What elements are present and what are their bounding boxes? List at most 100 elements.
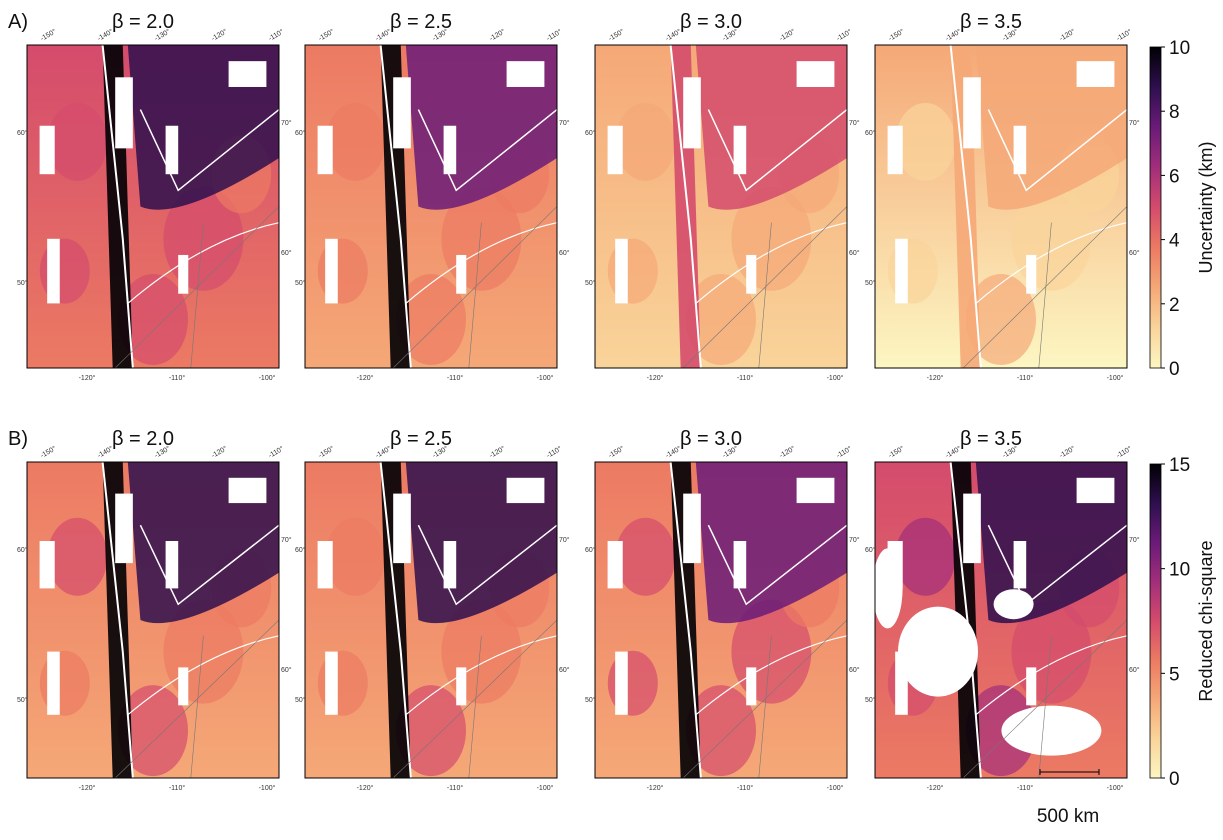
map-shade <box>325 518 385 596</box>
graticule-label: 50° <box>17 279 28 287</box>
mask-patch <box>797 61 835 87</box>
map-shade <box>895 103 955 181</box>
graticule-label: 60° <box>865 129 876 137</box>
graticule-label: 50° <box>865 696 876 704</box>
graticule-label: -110° <box>545 445 563 460</box>
map-panel <box>595 45 847 368</box>
mask-patch <box>888 126 903 174</box>
graticule-label: 70° <box>281 119 292 127</box>
graticule-label: -120° <box>927 784 944 792</box>
graticule-label: 60° <box>849 249 860 257</box>
graticule-label: 50° <box>295 696 306 704</box>
mask-patch <box>683 77 701 148</box>
graticule-label: -110° <box>835 445 853 460</box>
colorbar-tick-label: 6 <box>1169 166 1180 187</box>
mask-patch <box>615 239 628 304</box>
mask-patch <box>1001 706 1101 756</box>
graticule-label: 70° <box>281 536 292 544</box>
graticule-label: 60° <box>281 249 292 257</box>
mask-patch <box>873 548 903 628</box>
graticule-label: -120° <box>927 374 944 382</box>
graticule-label: -100° <box>537 784 554 792</box>
graticule-label: -110° <box>169 374 185 382</box>
graticule-label: 50° <box>865 279 876 287</box>
mask-patch <box>615 652 628 715</box>
graticule-label: 60° <box>849 666 860 674</box>
mask-patch <box>229 61 267 87</box>
graticule-label: -100° <box>1107 374 1124 382</box>
colorbar <box>1150 47 1161 368</box>
mask-patch <box>608 126 623 174</box>
graticule-label: -150° <box>607 27 626 42</box>
mask-patch <box>895 239 908 304</box>
graticule-label: -110° <box>447 784 463 792</box>
graticule-label: -150° <box>887 444 906 459</box>
mask-patch <box>47 652 60 715</box>
map-shade <box>47 103 107 181</box>
graticule-label: -120° <box>79 374 96 382</box>
colorbar-tick-label: 2 <box>1169 295 1180 316</box>
mask-patch <box>40 126 55 174</box>
graticule-label: -120° <box>210 27 229 42</box>
mask-patch <box>325 239 338 304</box>
graticule-label: 60° <box>295 546 306 554</box>
graticule-label: -120° <box>778 444 797 459</box>
graticule-label: -110° <box>447 374 463 382</box>
row-label: B) <box>8 428 28 450</box>
mask-patch <box>115 77 133 148</box>
graticule-label: -120° <box>357 784 374 792</box>
graticule-label: -110° <box>1115 28 1133 43</box>
graticule-label: 60° <box>559 666 570 674</box>
colorbar-tick-label: 0 <box>1169 359 1180 380</box>
map-panel <box>27 45 279 368</box>
mask-patch <box>683 494 701 564</box>
graticule-label: 70° <box>1129 119 1140 127</box>
mask-patch <box>608 541 623 588</box>
graticule-label: 60° <box>281 666 292 674</box>
graticule-label: -150° <box>39 27 58 42</box>
map-panel <box>873 462 1127 778</box>
graticule-label: 50° <box>295 279 306 287</box>
colorbar-tick-label: 5 <box>1169 664 1180 685</box>
graticule-label: 60° <box>865 546 876 554</box>
graticule-label: 70° <box>849 119 860 127</box>
graticule-label: 60° <box>1129 249 1140 257</box>
mask-patch <box>963 494 981 564</box>
map-shade <box>325 103 385 181</box>
mask-patch <box>40 541 55 588</box>
mask-patch <box>797 478 835 503</box>
graticule-label: -100° <box>1107 784 1124 792</box>
graticule-label: 60° <box>559 249 570 257</box>
mask-patch <box>1077 61 1115 87</box>
graticule-label: -120° <box>1058 444 1077 459</box>
graticule-label: -120° <box>778 27 797 42</box>
mask-patch <box>229 478 267 503</box>
map-panel <box>305 462 557 778</box>
colorbar-tick-label: 10 <box>1169 38 1190 59</box>
graticule-label: 60° <box>295 129 306 137</box>
graticule-label: 70° <box>559 536 570 544</box>
map-panel <box>595 462 847 778</box>
colorbar-label: Uncertainty (km) <box>1196 141 1216 273</box>
graticule-label: 60° <box>1129 666 1140 674</box>
graticule-label: -110° <box>545 28 563 43</box>
graticule-label: -100° <box>537 374 554 382</box>
map-panel <box>875 45 1127 368</box>
colorbar-tick-label: 4 <box>1169 231 1180 252</box>
mask-patch <box>47 239 60 304</box>
mask-patch <box>1077 478 1115 503</box>
figure: A)β = 2.0-150°-140°-130°-120°-110°-120°-… <box>0 0 1223 835</box>
graticule-label: -120° <box>488 444 507 459</box>
mask-patch <box>994 589 1034 619</box>
map-shade <box>895 518 955 596</box>
mask-patch <box>393 77 411 148</box>
graticule-label: 60° <box>585 546 596 554</box>
graticule-label: -110° <box>1017 784 1033 792</box>
graticule-label: -100° <box>259 374 276 382</box>
graticule-label: 70° <box>849 536 860 544</box>
graticule-label: -150° <box>887 27 906 42</box>
colorbar-tick-label: 10 <box>1169 560 1190 581</box>
map-panel <box>27 462 279 778</box>
scale-bar-label: 500 km <box>1037 806 1099 827</box>
graticule-label: -120° <box>357 374 374 382</box>
